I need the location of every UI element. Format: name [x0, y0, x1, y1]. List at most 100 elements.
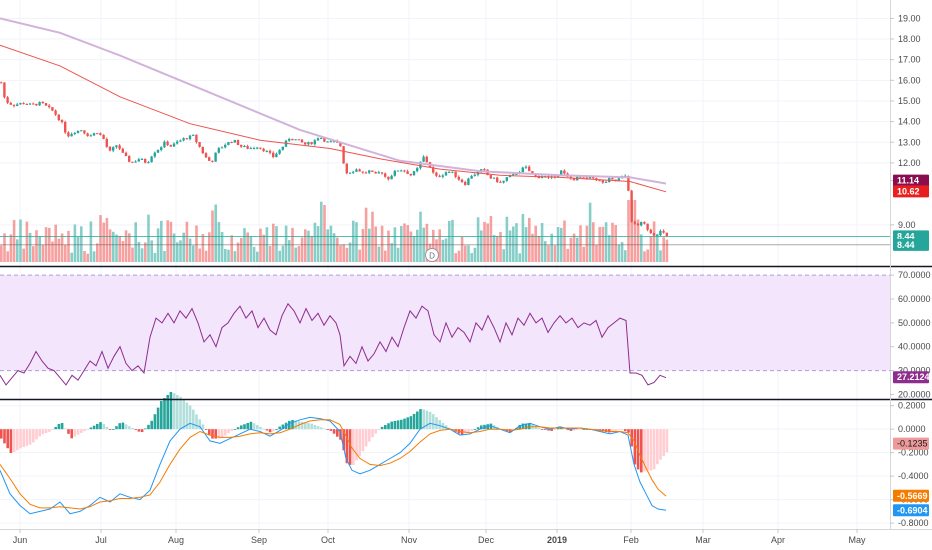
- volume-bar: [416, 229, 419, 262]
- volume-bar: [208, 232, 211, 262]
- price-axis[interactable]: 19.00 18.00 17.00 16.00 15.00 14.00 13.00 12.00…: [890, 13, 931, 528]
- candle-body: [160, 147, 163, 150]
- time-axis[interactable]: Jun Jul Aug Sep Oct Nov Dec 2019 Feb Mar Apr May: [13, 529, 866, 545]
- candle-body: [502, 180, 505, 183]
- candle-body: [416, 168, 419, 172]
- volume-bar: [185, 221, 189, 262]
- volume-bar: [115, 234, 118, 262]
- volume-bar: [419, 211, 422, 262]
- macd-histogram-bar: [412, 413, 416, 430]
- candle-body: [380, 172, 384, 174]
- dividend-marker-label: D: [429, 252, 435, 261]
- macd-histogram-bar: [208, 429, 211, 436]
- volume-bar: [102, 222, 105, 262]
- candle-body: [86, 133, 89, 137]
- candle-body: [204, 153, 208, 158]
- macd-value-tag-background: [893, 437, 929, 450]
- volume-bar: [22, 248, 25, 262]
- price-tag: 10.62: [897, 186, 920, 196]
- volume-bar: [604, 222, 608, 262]
- macd-histogram-bar: [540, 429, 544, 430]
- volume-bar: [153, 252, 157, 262]
- volume-bar: [233, 251, 237, 262]
- candle-body: [172, 143, 176, 147]
- candle-body: [48, 105, 51, 108]
- macd-value-tag-background: [893, 504, 929, 517]
- volume-bar: [425, 223, 429, 262]
- volume-bar: [441, 239, 445, 262]
- volume-bar: [73, 224, 77, 262]
- rsi-axis-tick-label: 70.0000: [898, 270, 931, 280]
- time-axis-tick-label: Sep: [251, 535, 267, 545]
- macd-histogram-bar: [124, 424, 128, 430]
- volume-bar: [515, 223, 518, 262]
- macd-histogram-bar: [76, 429, 80, 435]
- long-moving-average-line: [0, 17, 667, 185]
- macd-histogram-bar: [64, 428, 67, 430]
- macd-pane[interactable]: [0, 401, 890, 529]
- macd-histogram-bar: [265, 429, 269, 431]
- candle-body: [425, 156, 428, 163]
- candle-body: [137, 159, 140, 162]
- macd-histogram-bar: [326, 429, 329, 430]
- macd-histogram-bar: [60, 423, 64, 430]
- volume-bar: [448, 220, 451, 262]
- candle-body: [435, 172, 438, 176]
- volume-bar: [147, 214, 150, 262]
- macd-histogram-bar: [652, 429, 656, 470]
- candle-body: [528, 166, 531, 172]
- candle-body: [438, 175, 441, 177]
- dividend-marker[interactable]: D: [425, 248, 439, 262]
- volume-bar: [563, 220, 566, 262]
- candle-body: [384, 173, 387, 177]
- macd-histogram-bar: [611, 429, 614, 433]
- macd-histogram-bar: [617, 429, 621, 431]
- volume-bar: [630, 200, 633, 262]
- macd-histogram-bar: [393, 420, 397, 430]
- macd-histogram-bar: [163, 397, 166, 430]
- macd-histogram-bar: [48, 429, 51, 432]
- volume-bar: [230, 235, 233, 262]
- candle-body: [393, 170, 396, 176]
- candle-body: [531, 171, 534, 174]
- macd-axis-tick-label: -0.2000: [898, 448, 929, 458]
- volume-bar: [374, 226, 377, 262]
- candle-body: [345, 163, 348, 174]
- volume-bar: [556, 227, 560, 262]
- candle-body: [80, 130, 83, 132]
- macd-histogram-bar: [108, 429, 112, 430]
- volume-bar: [313, 222, 317, 262]
- volume-bar: [201, 234, 205, 262]
- volume-bar: [41, 244, 45, 262]
- price-tag: 11.14: [897, 176, 919, 186]
- macd-histogram-bar: [192, 409, 195, 430]
- volume-bar: [342, 244, 345, 262]
- candle-body: [339, 142, 342, 147]
- volume-bar: [406, 225, 409, 262]
- volume-bar: [105, 217, 109, 262]
- macd-histogram-bar: [160, 401, 163, 430]
- macd-histogram-bar: [579, 429, 582, 430]
- macd-histogram-bar: [432, 414, 435, 430]
- candle-body: [249, 148, 252, 150]
- volume-bar: [144, 242, 147, 262]
- candle-body: [230, 142, 233, 144]
- macd-histogram-bar: [659, 429, 662, 460]
- volume-bar: [544, 241, 547, 262]
- macd-histogram-bar: [118, 423, 121, 430]
- macd-histogram-bar: [169, 391, 173, 430]
- macd-histogram-bar: [131, 427, 134, 430]
- candle-body: [627, 175, 630, 191]
- volume-bar: [396, 247, 400, 262]
- volume-bar: [451, 219, 454, 262]
- macd-histogram-bar: [25, 429, 29, 446]
- candle-body: [505, 177, 508, 181]
- volume-bar: [585, 225, 589, 262]
- volume-bar: [163, 250, 166, 262]
- volume-bar: [640, 234, 643, 262]
- macd-histogram-bar: [374, 429, 377, 434]
- volume-bar: [627, 200, 630, 262]
- volume-bar: [156, 228, 160, 262]
- candle-body: [44, 103, 48, 106]
